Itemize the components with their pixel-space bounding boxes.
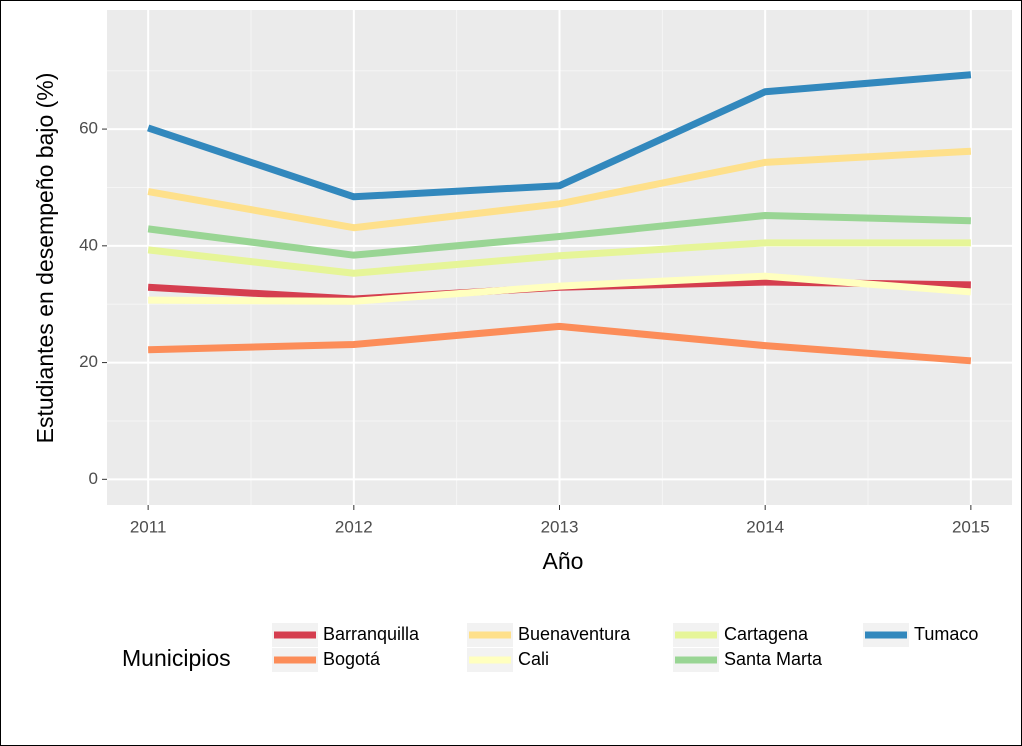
x-tick-label: 2013 (541, 517, 579, 536)
legend-label: Bogotá (323, 649, 381, 669)
x-tick-label: 2015 (952, 517, 990, 536)
legend-label: Buenaventura (518, 624, 631, 644)
legend-label: Cartagena (724, 624, 809, 644)
series-line (147, 147, 972, 232)
y-axis-label: Estudiantes en desempeño bajo (%) (32, 73, 58, 444)
legend-title: Municipios (122, 645, 231, 671)
series-line (148, 322, 972, 365)
x-axis-label: Año (543, 548, 584, 574)
x-tick-label: 2012 (335, 517, 373, 536)
series-line (148, 272, 972, 305)
x-tick-label: 2011 (130, 517, 167, 536)
series-line (147, 71, 972, 201)
x-tick-label: 2014 (746, 517, 784, 536)
series-line (147, 239, 971, 277)
legend-label: Tumaco (914, 624, 978, 644)
legend-label: Santa Marta (724, 649, 823, 669)
legend-label: Barranquilla (323, 624, 420, 644)
legend-label: Cali (518, 649, 549, 669)
y-tick-label: 0 (89, 469, 98, 488)
y-tick-label: 20 (79, 352, 98, 371)
y-tick-label: 40 (79, 235, 98, 254)
y-tick-label: 60 (79, 119, 98, 138)
series-line (147, 211, 971, 259)
